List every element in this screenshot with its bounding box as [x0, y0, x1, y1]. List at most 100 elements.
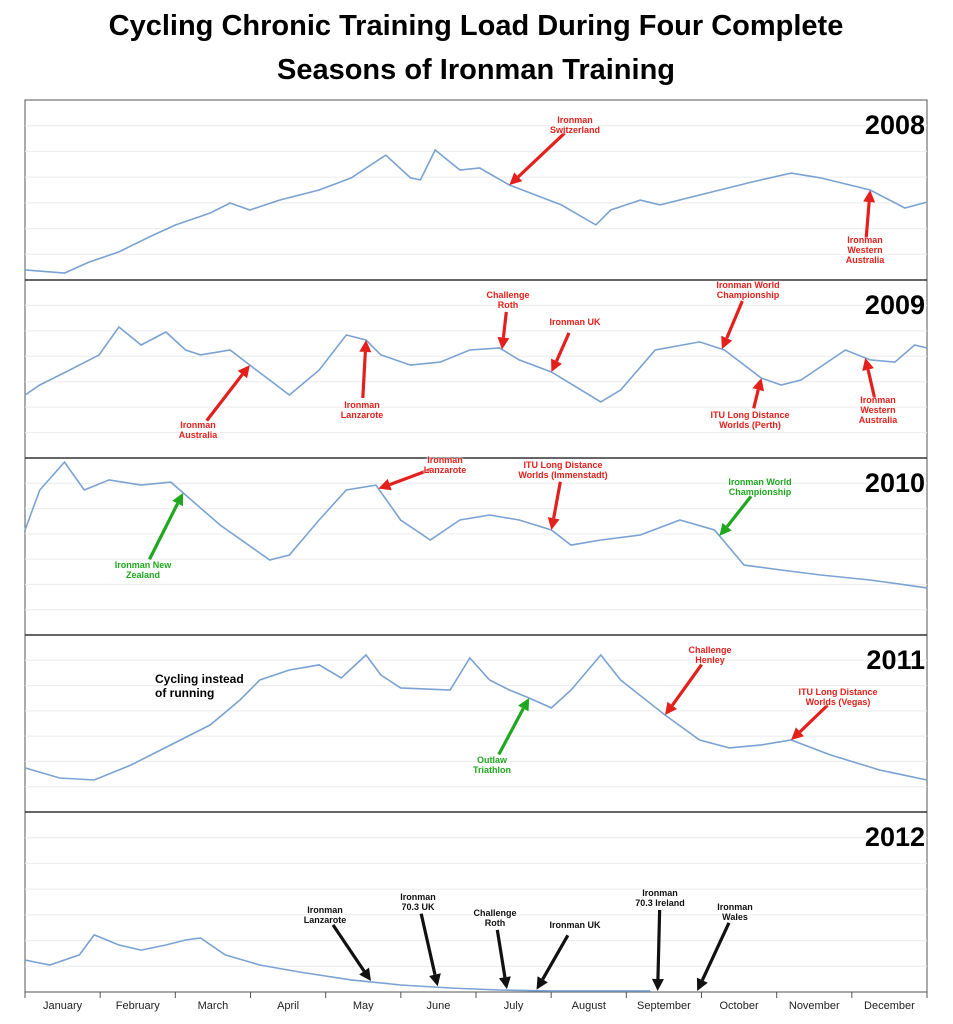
- arrow-head: [509, 172, 523, 185]
- year-label: 2011: [866, 645, 925, 675]
- annotation-label: Ironman UK: [549, 317, 601, 327]
- annotation-label: Challenge Roth: [473, 908, 517, 928]
- annotation-arrow: [536, 934, 570, 990]
- x-tick-label: May: [353, 1000, 374, 1012]
- annotation-arrow: [791, 703, 829, 740]
- arrow-head: [518, 698, 530, 712]
- x-tick-label: June: [426, 1000, 450, 1012]
- annotation-arrow: [497, 311, 510, 350]
- data-line: [24, 653, 928, 781]
- arrow-shaft: [541, 934, 570, 981]
- annotation-arrow: [696, 922, 731, 991]
- annotation-arrow: [359, 339, 372, 399]
- annotation-arrow: [862, 357, 877, 399]
- arrow-head: [547, 517, 560, 531]
- arrow-head: [359, 967, 371, 981]
- annotation-arrow: [547, 481, 562, 531]
- arrow-head: [719, 522, 732, 536]
- year-label: 2008: [865, 110, 925, 140]
- annotation-label: Ironman 70.3 Ireland: [635, 888, 685, 908]
- arrow-shaft: [205, 373, 244, 422]
- annotation-arrow: [719, 495, 753, 536]
- year-label: 2012: [865, 822, 925, 852]
- annotation-arrow: [651, 909, 664, 991]
- annotation-arrow: [331, 923, 371, 981]
- data-line: [24, 148, 928, 274]
- arrow-head: [429, 973, 441, 987]
- annotation-label: Ironman Lanzarote: [340, 400, 384, 420]
- x-tick-label: August: [572, 1000, 606, 1012]
- arrow-head: [551, 358, 562, 373]
- x-tick-label: December: [864, 1000, 915, 1012]
- annotation-arrow: [419, 913, 441, 987]
- annotation-arrow: [495, 929, 511, 990]
- arrow-shaft: [517, 131, 566, 179]
- annotation-label: Ironman Lanzarote: [303, 905, 347, 925]
- annotation-arrow: [665, 663, 703, 716]
- x-tick-label: July: [504, 1000, 524, 1012]
- arrow-shaft: [700, 922, 731, 981]
- arrow-shaft: [752, 389, 760, 409]
- annotation-label: ITU Long Distance Worlds (Vegas): [798, 687, 878, 707]
- arrow-head: [721, 335, 733, 350]
- arrow-head: [359, 339, 372, 353]
- chart-title: Cycling Chronic Training Load During Fou…: [108, 10, 844, 86]
- arrow-shaft: [555, 332, 571, 362]
- arrow-head: [862, 357, 874, 372]
- arrow-shaft: [331, 923, 366, 973]
- x-tick-label: October: [720, 1000, 759, 1012]
- annotation-label: Ironman UK: [549, 920, 601, 930]
- arrow-head: [237, 365, 250, 379]
- arrow-head: [791, 727, 804, 740]
- arrow-head: [536, 976, 548, 990]
- arrow-shaft: [497, 707, 525, 756]
- x-tick-label: April: [277, 1000, 299, 1012]
- year-label: 2009: [865, 290, 925, 320]
- annotation-label: Challenge Henley: [688, 645, 732, 665]
- annotation-label: ITU Long Distance Worlds (Immenstadt): [518, 460, 608, 480]
- annotation-arrow: [378, 467, 433, 491]
- annotation-arrow: [205, 365, 250, 422]
- annotation-label: Ironman New Zealand: [114, 560, 172, 580]
- arrow-shaft: [361, 351, 367, 399]
- annotation-label: Ironman Lanzarote: [423, 455, 467, 475]
- annotation-label: Challenge Roth: [486, 290, 530, 310]
- annotation-arrow: [721, 300, 744, 350]
- annotation-label: Ironman Western Australia: [858, 395, 898, 425]
- x-tick-label: March: [198, 1000, 229, 1012]
- data-line: [24, 933, 651, 992]
- arrow-shaft: [501, 311, 508, 338]
- arrow-shaft: [670, 663, 703, 707]
- annotation-label: ITU Long Distance Worlds (Perth): [710, 410, 790, 430]
- arrow-shaft: [866, 369, 877, 399]
- annotation-label: Ironman Western Australia: [845, 235, 885, 265]
- annotation-arrow: [509, 131, 566, 185]
- arrow-shaft: [552, 481, 562, 519]
- annotation-label: Ironman Australia: [178, 420, 218, 440]
- annotation-label: Ironman 70.3 UK: [400, 892, 436, 912]
- plot-frame: [24, 99, 928, 993]
- arrow-shaft: [495, 929, 507, 978]
- annotation-arrow: [863, 190, 876, 239]
- year-label: 2010: [865, 468, 925, 498]
- x-tick-label: November: [789, 1000, 840, 1012]
- annotation-label: Ironman World Championship: [716, 280, 780, 300]
- annotation-label: Outlaw Triathlon: [473, 755, 511, 775]
- arrow-head: [498, 976, 511, 990]
- annotation-arrow: [551, 332, 571, 373]
- arrow-shaft: [419, 913, 437, 975]
- arrow-head: [752, 378, 765, 392]
- annotation-label: Ironman Switzerland: [549, 115, 600, 135]
- arrow-shaft: [864, 201, 871, 239]
- annotation-label: Ironman World Championship: [728, 477, 792, 497]
- arrow-shaft: [798, 703, 829, 734]
- arrow-head: [665, 701, 678, 716]
- arrow-shaft: [389, 467, 433, 487]
- arrow-shaft: [148, 502, 180, 561]
- annotation-note: Cycling instead of running: [155, 672, 244, 700]
- annotation-label: Ironman Wales: [717, 902, 753, 922]
- annotation-arrow: [752, 378, 765, 409]
- arrow-head: [497, 336, 510, 350]
